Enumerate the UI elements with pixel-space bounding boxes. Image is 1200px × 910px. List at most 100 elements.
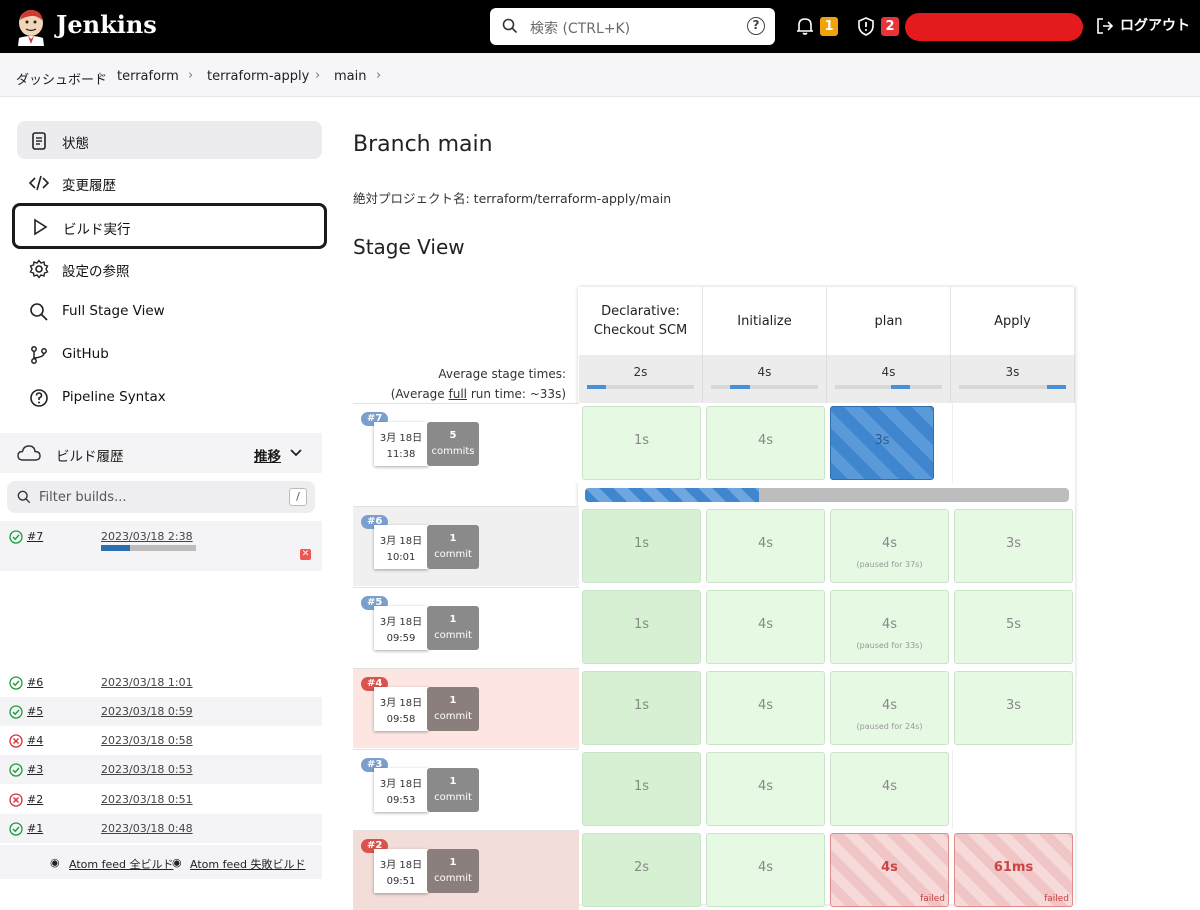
logout-icon[interactable] xyxy=(1096,17,1114,35)
shield-icon[interactable] xyxy=(856,16,876,36)
sidebar-item-pipeline-syntax[interactable]: Pipeline Syntax xyxy=(17,378,322,416)
run-row-header[interactable]: #2 3月 18日 09:51 1 commit xyxy=(353,830,579,910)
stage-cell[interactable]: 4s xyxy=(706,752,825,826)
stage-cell[interactable]: 4s xyxy=(706,833,825,907)
feed-all-link[interactable]: Atom feed 全ビルド xyxy=(69,858,174,871)
sidebar-item-status[interactable]: 状態 xyxy=(17,121,322,159)
stage-cell[interactable]: 1s xyxy=(582,406,701,480)
full-run-link[interactable]: full xyxy=(448,387,468,401)
build-row[interactable]: #2 2023/03/18 0:51 xyxy=(0,785,322,814)
run-row-header[interactable]: #3 3月 18日 09:53 1 commit xyxy=(353,749,579,829)
stage-cell[interactable]: 4s xyxy=(706,406,825,480)
stage-cell[interactable]: 2s xyxy=(582,833,701,907)
search-box[interactable]: 検索 (CTRL+K) ? xyxy=(490,8,775,45)
build-date-link[interactable]: 2023/03/18 1:01 xyxy=(101,676,193,689)
chevron-right-icon[interactable]: › xyxy=(376,68,382,83)
sidebar-item-github[interactable]: GitHub xyxy=(17,335,322,373)
stage-cell[interactable]: 4s xyxy=(706,590,825,664)
stage-cell[interactable]: 1s xyxy=(582,671,701,745)
trend-link[interactable]: 推移 xyxy=(254,449,281,465)
build-number-link[interactable]: #7 xyxy=(27,530,44,543)
avg-label-line1: Average stage times: xyxy=(438,367,566,381)
help-icon[interactable]: ? xyxy=(747,17,765,35)
build-number-link[interactable]: #4 xyxy=(27,734,44,747)
logout-link[interactable]: ログアウト xyxy=(1120,18,1190,34)
atom-feeds: ◉ Atom feed 全ビルド ◉ Atom feed 失敗ビルド xyxy=(0,845,322,879)
stage-cell[interactable]: 5s xyxy=(954,590,1073,664)
build-date-link[interactable]: 2023/03/18 2:38 xyxy=(101,530,193,543)
build-number-link[interactable]: #1 xyxy=(27,822,44,835)
security-badge[interactable]: 2 xyxy=(881,17,899,36)
build-number-link[interactable]: #6 xyxy=(27,676,44,689)
bell-icon[interactable] xyxy=(795,16,815,36)
stage-header: plan xyxy=(827,287,951,355)
search-input[interactable]: 検索 (CTRL+K) xyxy=(530,21,631,37)
sidebar-item-changes[interactable]: 変更履歴 xyxy=(17,163,322,201)
run-row-header[interactable]: #6 3月 18日 10:01 1 commit xyxy=(353,506,579,586)
stage-cell[interactable]: 61ms failed xyxy=(954,833,1073,907)
stage-cell[interactable]: 3s xyxy=(954,671,1073,745)
brand-name[interactable]: Jenkins xyxy=(56,10,157,39)
breadcrumb-terraform-apply[interactable]: terraform-apply xyxy=(207,69,310,84)
breadcrumb-terraform[interactable]: terraform xyxy=(117,69,179,84)
build-number-link[interactable]: #3 xyxy=(27,763,44,776)
stage-name: Declarative: Checkout SCM xyxy=(593,304,688,338)
cancel-build-icon[interactable]: ✕ xyxy=(300,549,311,560)
build-row[interactable]: #4 2023/03/18 0:58 xyxy=(0,726,322,755)
stage-header: Declarative: Checkout SCM xyxy=(579,287,703,355)
sidebar-item-full-stage-view[interactable]: Full Stage View xyxy=(17,292,322,330)
notification-badge[interactable]: 1 xyxy=(820,17,838,36)
commits-button[interactable]: 1 commit xyxy=(427,687,479,731)
breadcrumb-main[interactable]: main xyxy=(334,69,367,84)
build-date-link[interactable]: 2023/03/18 0:59 xyxy=(101,705,193,718)
chevron-down-icon[interactable] xyxy=(290,448,302,458)
stage-cell[interactable]: 4s (paused for 33s) xyxy=(830,590,949,664)
build-row[interactable]: #6 2023/03/18 1:01 xyxy=(0,668,322,697)
build-row[interactable]: #5 2023/03/18 0:59 xyxy=(0,697,322,726)
page-title: Branch main xyxy=(353,132,493,157)
sidebar-item-build-now[interactable]: ビルド実行 xyxy=(12,203,327,249)
stage-cell[interactable]: 4s (paused for 37s) xyxy=(830,509,949,583)
build-date-link[interactable]: 2023/03/18 0:51 xyxy=(101,793,193,806)
build-row[interactable]: #1 2023/03/18 0:48 xyxy=(0,814,322,843)
run-row-header[interactable]: #5 3月 18日 09:59 1 commit xyxy=(353,587,579,667)
stage-cell[interactable]: 4s xyxy=(706,671,825,745)
stage-cell[interactable]: 4s xyxy=(706,509,825,583)
build-number-link[interactable]: #2 xyxy=(27,793,44,806)
stage-duration: 3s xyxy=(874,433,890,448)
build-date-link[interactable]: 2023/03/18 0:53 xyxy=(101,763,193,776)
commits-label: commit xyxy=(434,873,472,884)
commits-button[interactable]: 5 commits xyxy=(427,422,479,466)
stage-cell[interactable]: 4s (paused for 24s) xyxy=(830,671,949,745)
filter-builds-input[interactable]: Filter builds... / xyxy=(7,481,315,513)
commits-button[interactable]: 1 commit xyxy=(427,606,479,650)
stage-cell[interactable]: 1s xyxy=(582,509,701,583)
build-row[interactable]: #3 2023/03/18 0:53 xyxy=(0,755,322,784)
build-row[interactable]: #7 2023/03/18 2:38 ✕ xyxy=(0,521,322,571)
commits-button[interactable]: 1 commit xyxy=(427,849,479,893)
build-date-link[interactable]: 2023/03/18 0:48 xyxy=(101,822,193,835)
run-row-header[interactable]: #4 3月 18日 09:58 1 commit xyxy=(353,668,579,748)
commits-button[interactable]: 1 commit xyxy=(427,525,479,569)
run-date-day: 3月 18日 xyxy=(379,860,423,871)
sidebar-item-label: 設定の参照 xyxy=(62,264,130,280)
stage-cell[interactable]: 4s xyxy=(830,752,949,826)
stage-cell[interactable]: 3s xyxy=(954,509,1073,583)
document-icon xyxy=(32,132,46,150)
build-number-link[interactable]: #5 xyxy=(27,705,44,718)
build-date-link[interactable]: 2023/03/18 0:58 xyxy=(101,734,193,747)
run-row-header[interactable]: #7 3月 18日 11:38 5 commits xyxy=(353,403,579,483)
feed-failed-link[interactable]: Atom feed 失敗ビルド xyxy=(190,858,306,871)
branch-icon xyxy=(31,346,47,364)
sidebar-item-configure[interactable]: 設定の参照 xyxy=(17,249,322,287)
jenkins-logo-icon[interactable] xyxy=(16,8,46,46)
stage-cell[interactable]: 1s xyxy=(582,590,701,664)
stage-cell[interactable]: 3s xyxy=(830,406,934,480)
breadcrumb-dashboard[interactable]: ダッシュボード xyxy=(16,73,108,88)
stage-cell[interactable]: 1s xyxy=(582,752,701,826)
stage-cell[interactable]: 4s failed xyxy=(830,833,949,907)
stage-duration: 3s xyxy=(1005,698,1022,713)
commits-button[interactable]: 1 commit xyxy=(427,768,479,812)
avg-prefix: (Average xyxy=(390,387,449,401)
success-icon xyxy=(9,530,23,544)
